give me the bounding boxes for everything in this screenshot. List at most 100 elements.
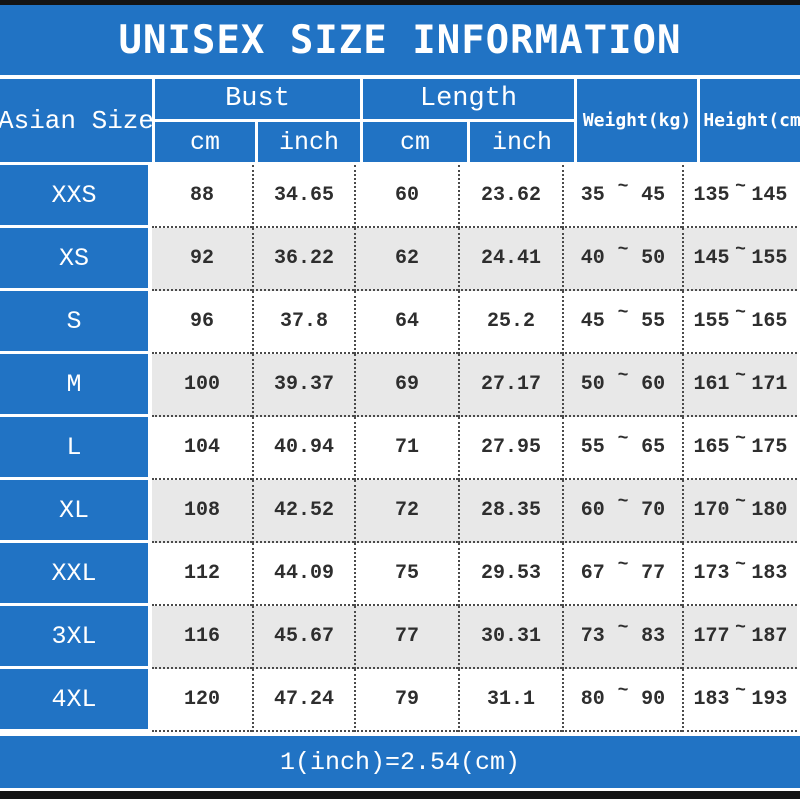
bust-inch-value: 36.22 xyxy=(252,228,354,291)
bust-inch-value: 45.67 xyxy=(252,606,354,669)
subheader-bust-inch: inch xyxy=(258,122,360,162)
length-inch-value: 23.62 xyxy=(458,165,562,228)
weight-range: 35 ~45 xyxy=(562,165,682,228)
weight-range: 50 ~60 xyxy=(562,354,682,417)
tilde-icon: ~ xyxy=(735,239,746,260)
tilde-icon: ~ xyxy=(617,176,629,197)
bust-inch-value: 42.52 xyxy=(252,480,354,543)
length-inch-value: 31.1 xyxy=(458,669,562,732)
tilde-icon: ~ xyxy=(617,428,629,449)
bust-cm-value: 100 xyxy=(152,354,252,417)
weight-range: 55 ~65 xyxy=(562,417,682,480)
height-min: 165 xyxy=(693,436,730,459)
weight-max: 70 xyxy=(641,499,666,522)
weight-min: 60 xyxy=(580,499,605,522)
size-label: L xyxy=(0,417,152,480)
size-label: XL xyxy=(0,480,152,543)
weight-max: 50 xyxy=(641,247,666,270)
bust-inch-value: 44.09 xyxy=(252,543,354,606)
height-min: 183 xyxy=(693,688,730,711)
bust-cm-value: 108 xyxy=(152,480,252,543)
tilde-icon: ~ xyxy=(735,680,746,701)
weight-max: 77 xyxy=(641,562,666,585)
column-header-height: Height(cm) xyxy=(700,79,800,162)
tilde-icon: ~ xyxy=(617,239,629,260)
length-cm-value: 64 xyxy=(354,291,458,354)
table-row-3xl: 3XL 116 45.67 77 30.31 73 ~83 177 ~187 xyxy=(0,606,800,669)
weight-min: 35 xyxy=(580,184,605,207)
corner-header-asian-size: Asian Size xyxy=(0,79,154,162)
length-cm-value: 60 xyxy=(354,165,458,228)
table-row-xxs: XXS 88 34.65 60 23.62 35 ~45 135 ~145 xyxy=(0,165,800,228)
height-max: 193 xyxy=(751,688,788,711)
length-inch-value: 27.17 xyxy=(458,354,562,417)
height-min: 145 xyxy=(693,247,730,270)
height-range: 155 ~165 xyxy=(682,291,797,354)
group-header-bust: Bust xyxy=(155,79,360,119)
bust-inch-value: 40.94 xyxy=(252,417,354,480)
weight-max: 90 xyxy=(641,688,666,711)
tilde-icon: ~ xyxy=(617,680,629,701)
height-max: 171 xyxy=(751,373,788,396)
tilde-icon: ~ xyxy=(735,617,746,638)
weight-range: 45 ~55 xyxy=(562,291,682,354)
subheader-bust-cm: cm xyxy=(155,122,255,162)
height-max: 155 xyxy=(751,247,788,270)
length-inch-value: 27.95 xyxy=(458,417,562,480)
bust-inch-value: 39.37 xyxy=(252,354,354,417)
height-max: 187 xyxy=(751,625,788,648)
tilde-icon: ~ xyxy=(735,302,746,323)
size-label: XXS xyxy=(0,165,152,228)
weight-min: 45 xyxy=(580,310,605,333)
column-header-weight: Weight(kg) xyxy=(577,79,697,162)
height-min: 173 xyxy=(693,562,730,585)
length-inch-value: 25.2 xyxy=(458,291,562,354)
weight-min: 67 xyxy=(580,562,605,585)
weight-range: 80 ~90 xyxy=(562,669,682,732)
weight-min: 73 xyxy=(580,625,605,648)
conversion-note: 1(inch)=2.54(cm) xyxy=(279,747,521,777)
tilde-icon: ~ xyxy=(735,428,746,449)
length-inch-value: 29.53 xyxy=(458,543,562,606)
tilde-icon: ~ xyxy=(617,302,629,323)
length-inch-value: 24.41 xyxy=(458,228,562,291)
weight-range: 40 ~50 xyxy=(562,228,682,291)
weight-min: 50 xyxy=(580,373,605,396)
length-cm-value: 79 xyxy=(354,669,458,732)
size-label: S xyxy=(0,291,152,354)
bust-cm-value: 104 xyxy=(152,417,252,480)
bust-cm-value: 88 xyxy=(152,165,252,228)
size-label: 4XL xyxy=(0,669,152,732)
page-title: UNISEX SIZE INFORMATION xyxy=(118,17,682,63)
tilde-icon: ~ xyxy=(617,554,629,575)
bust-cm-value: 120 xyxy=(152,669,252,732)
weight-range: 73 ~83 xyxy=(562,606,682,669)
table-row-4xl: 4XL 120 47.24 79 31.1 80 ~90 183 ~193 xyxy=(0,669,800,732)
height-min: 170 xyxy=(693,499,730,522)
size-label: M xyxy=(0,354,152,417)
length-cm-value: 69 xyxy=(354,354,458,417)
length-inch-value: 28.35 xyxy=(458,480,562,543)
height-range: 177 ~187 xyxy=(682,606,797,669)
top-black-bar xyxy=(0,0,800,5)
length-cm-value: 75 xyxy=(354,543,458,606)
tilde-icon: ~ xyxy=(617,491,629,512)
bust-cm-value: 96 xyxy=(152,291,252,354)
height-max: 175 xyxy=(751,436,788,459)
height-range: 183 ~193 xyxy=(682,669,797,732)
bust-inch-value: 34.65 xyxy=(252,165,354,228)
height-range: 145 ~155 xyxy=(682,228,797,291)
table-row-l: L 104 40.94 71 27.95 55 ~65 165 ~175 xyxy=(0,417,800,480)
bottom-black-bar xyxy=(0,791,800,799)
height-min: 135 xyxy=(693,184,730,207)
bust-cm-value: 112 xyxy=(152,543,252,606)
table-row-m: M 100 39.37 69 27.17 50 ~60 161 ~171 xyxy=(0,354,800,417)
weight-range: 67 ~77 xyxy=(562,543,682,606)
height-min: 155 xyxy=(693,310,730,333)
weight-min: 40 xyxy=(580,247,605,270)
length-cm-value: 77 xyxy=(354,606,458,669)
height-range: 135 ~145 xyxy=(682,165,797,228)
subheader-length-inch: inch xyxy=(470,122,574,162)
length-cm-value: 71 xyxy=(354,417,458,480)
